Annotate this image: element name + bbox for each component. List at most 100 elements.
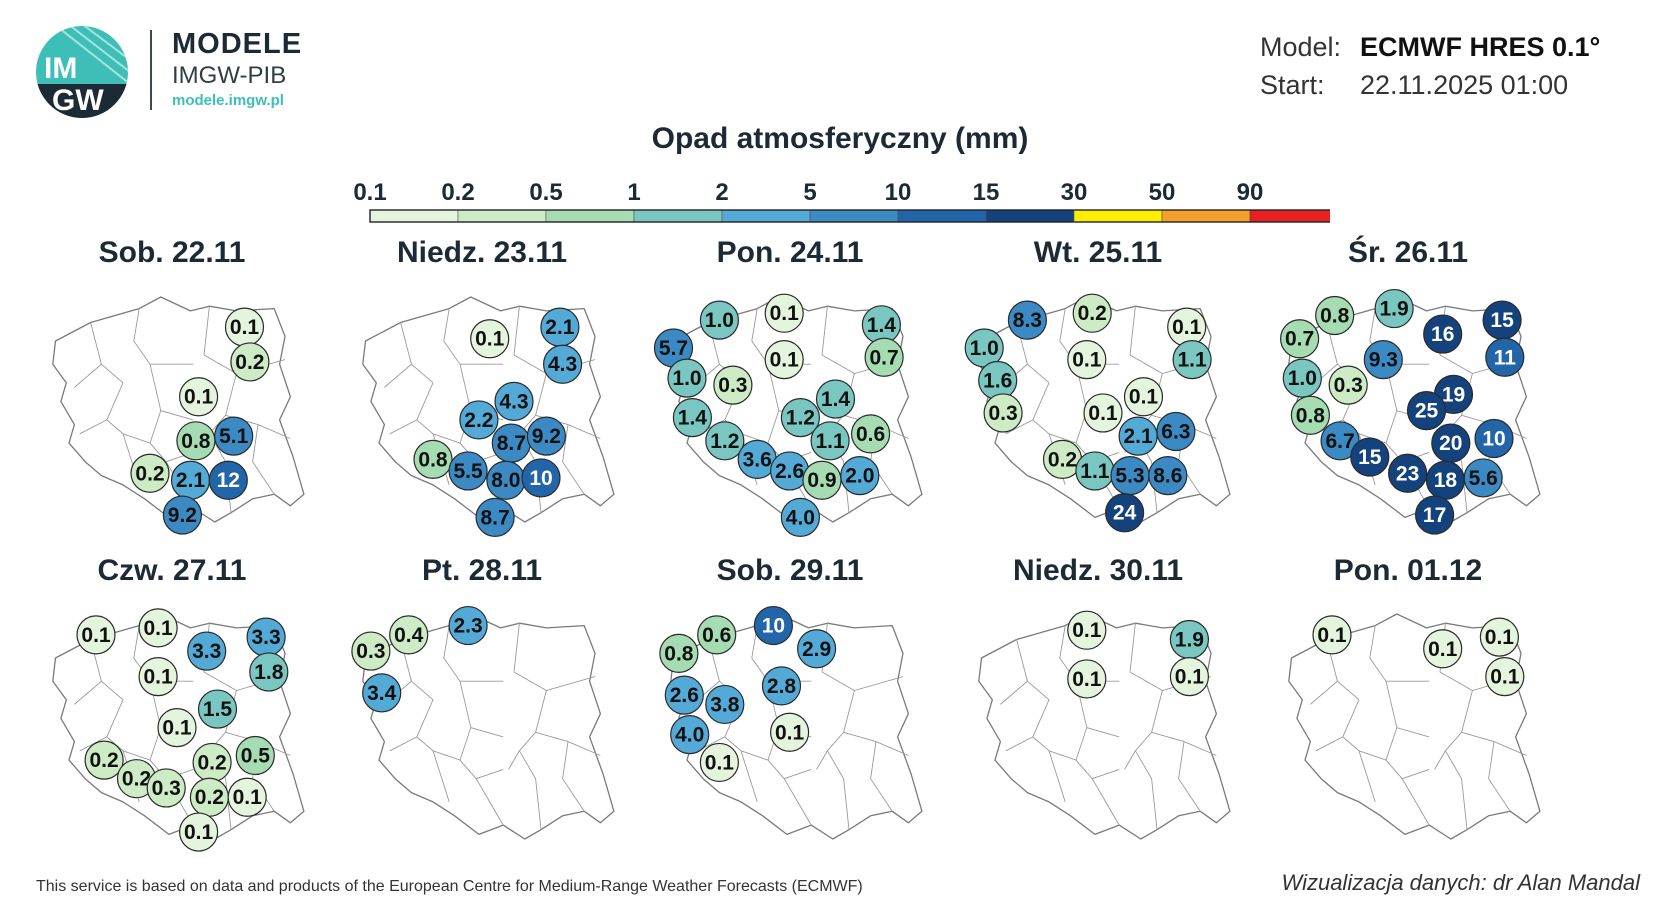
precip-marker-value: 1.1 xyxy=(1080,460,1110,483)
precip-marker-value: 8.7 xyxy=(497,432,526,455)
legend-tick-label: 10 xyxy=(885,179,912,206)
precip-marker-circle xyxy=(1485,656,1525,697)
brand-title: MODELE xyxy=(172,28,303,60)
precip-marker-value: 0.1 xyxy=(1175,666,1205,689)
precip-marker-value: 0.8 xyxy=(181,430,211,453)
precip-marker-circle xyxy=(705,684,745,725)
legend-frame xyxy=(369,209,1330,223)
precip-marker-circle xyxy=(810,421,850,461)
precip-marker-circle xyxy=(667,358,707,398)
precip-marker-circle xyxy=(1479,617,1520,657)
precip-marker-value: 2.6 xyxy=(670,684,699,707)
precip-marker-value: 3.3 xyxy=(251,626,280,649)
precip-marker-value: 0.1 xyxy=(475,328,505,351)
precip-marker-circle xyxy=(1328,365,1368,405)
precip-marker: 18 xyxy=(1425,460,1466,500)
region-border xyxy=(459,727,504,780)
precip-marker-value: 0.1 xyxy=(1428,638,1458,661)
precip-marker: 1.1 xyxy=(810,421,850,461)
precip-marker-circle xyxy=(1148,456,1188,496)
precip-marker-circle xyxy=(753,605,794,646)
precip-marker: 0.1 xyxy=(1423,629,1463,669)
precip-marker-value: 0.1 xyxy=(1072,668,1102,691)
precip-marker-circle xyxy=(764,340,804,380)
region-border xyxy=(1091,778,1120,826)
precip-marker: 0.1 xyxy=(1067,610,1107,650)
precip-marker-value: 0.3 xyxy=(1334,374,1363,397)
precip-marker-value: 5.3 xyxy=(1115,465,1144,488)
precip-marker: 1.6 xyxy=(978,360,1018,401)
region-border xyxy=(816,690,855,770)
precip-marker-value: 0.1 xyxy=(143,617,173,640)
model-row: Model: ECMWF HRES 0.1° xyxy=(1260,32,1600,63)
precip-marker: 10 xyxy=(753,605,794,646)
precip-marker-value: 5.7 xyxy=(659,337,688,360)
precip-marker: 1.0 xyxy=(1282,358,1322,398)
region-border xyxy=(432,750,461,761)
precip-marker-circle xyxy=(664,675,704,715)
precip-marker-value: 4.0 xyxy=(786,506,815,529)
day-title: Sob. 22.11 xyxy=(99,236,246,269)
brand-url-link[interactable]: modele.imgw.pl xyxy=(172,92,284,109)
region-border xyxy=(1358,750,1387,761)
precip-marker-circle xyxy=(235,735,275,776)
precip-marker: 1.0 xyxy=(964,328,1004,368)
precip-marker-value: 9.3 xyxy=(1369,349,1398,372)
precip-marker: 5.6 xyxy=(1463,458,1503,498)
precip-marker-value: 0.6 xyxy=(856,423,885,446)
region-border xyxy=(432,433,461,444)
precip-marker: 0.1 xyxy=(769,712,810,752)
precip-marker: 1.4 xyxy=(672,398,713,438)
precip-marker-value: 1.4 xyxy=(678,407,708,430)
precip-marker: 25 xyxy=(1406,391,1447,431)
precip-marker: 11 xyxy=(1485,337,1525,377)
precip-marker-value: 0.2 xyxy=(122,768,151,791)
precip-marker: 0.1 xyxy=(1169,656,1210,697)
precip-marker: 0.1 xyxy=(138,656,178,697)
region-border xyxy=(519,750,542,830)
precip-marker-value: 1.2 xyxy=(710,430,739,453)
legend-tick-label: 2 xyxy=(715,179,728,206)
precip-marker: 1.4 xyxy=(815,379,856,419)
precip-marker-value: 0.1 xyxy=(233,786,263,809)
precip-marker-value: 1.2 xyxy=(786,407,815,430)
legend-tick-label: 5 xyxy=(803,179,816,206)
region-border xyxy=(513,623,596,691)
precip-marker-value: 0.4 xyxy=(394,624,424,647)
precip-marker-circle xyxy=(494,381,534,421)
precip-marker-value: 0.6 xyxy=(702,624,731,647)
precip-marker-value: 24 xyxy=(1113,502,1137,525)
precip-marker-circle xyxy=(764,293,804,333)
precip-marker-circle xyxy=(1156,411,1196,452)
precip-marker-circle xyxy=(1474,418,1514,459)
precip-marker: 0.3 xyxy=(146,768,186,808)
region-border xyxy=(1124,690,1163,770)
precip-marker-circle xyxy=(138,608,178,648)
precip-marker-circle xyxy=(780,398,821,438)
precip-marker: 15 xyxy=(1482,300,1522,340)
precip-marker-value: 15 xyxy=(1490,309,1514,332)
precip-marker-value: 2.9 xyxy=(802,638,831,661)
precip-marker-value: 23 xyxy=(1396,462,1419,485)
precip-marker-value: 5.5 xyxy=(453,460,483,483)
precip-marker: 0.1 xyxy=(76,615,116,655)
precip-marker: 8.3 xyxy=(1007,300,1048,340)
precip-marker: 1.2 xyxy=(705,421,745,461)
region-border xyxy=(443,308,504,365)
precip-marker-circle xyxy=(1104,493,1145,533)
precip-marker-value: 6.3 xyxy=(1161,421,1190,444)
precip-marker-value: 2.2 xyxy=(464,409,493,432)
precip-marker: 0.1 xyxy=(227,777,267,817)
precip-marker: 16 xyxy=(1423,314,1463,354)
precip-marker-value: 1.0 xyxy=(705,309,734,332)
precip-marker: 3.3 xyxy=(246,617,286,657)
precip-marker-circle xyxy=(705,421,745,461)
precip-marker-circle xyxy=(459,400,499,440)
precip-marker-value: 0.1 xyxy=(184,386,214,409)
forecast-map-panel: Czw. 27.110.1 0.13.33.30.1 1.81.50.10.2 0.2… xyxy=(52,554,305,852)
precip-marker-circle xyxy=(864,337,904,377)
day-title: Niedz. 30.11 xyxy=(1013,554,1183,587)
precip-marker-value: 3.4 xyxy=(367,682,397,705)
precip-marker-circle xyxy=(542,344,583,384)
precip-marker-value: 2.0 xyxy=(845,465,874,488)
